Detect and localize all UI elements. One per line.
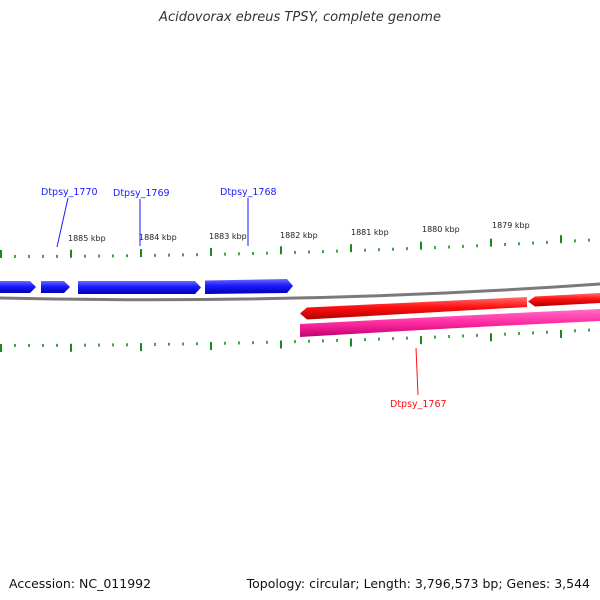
gene-arrow-reverse-2[interactable] [528, 293, 600, 307]
gene-arrow-forward-3[interactable] [78, 281, 201, 294]
gene-arrow-forward-4[interactable] [205, 279, 293, 294]
gene-label-dtpsy-1770[interactable]: Dtpsy_1770 [41, 187, 98, 198]
scale-label-1884: 1884 kbp [139, 233, 177, 242]
scale-label-1885: 1885 kbp [68, 234, 106, 243]
scale-label-1881: 1881 kbp [351, 228, 389, 237]
rna-feature-reverse[interactable] [300, 309, 600, 337]
gene-arrow-forward-1[interactable] [0, 281, 36, 293]
accession-text: Accession: NC_011992 [9, 576, 152, 591]
scale-label-1880: 1880 kbp [422, 225, 460, 234]
gene-label-dtpsy-1769[interactable]: Dtpsy_1769 [113, 188, 170, 199]
gene-label-dtpsy-1768[interactable]: Dtpsy_1768 [220, 187, 277, 198]
gene-arrow-reverse-1[interactable] [300, 297, 527, 320]
scale-label-1879: 1879 kbp [492, 221, 530, 230]
gene-label-dtpsy-1767[interactable]: Dtpsy_1767 [390, 399, 447, 410]
tick-marks-lower [0, 328, 590, 352]
gene-arrow-forward-2[interactable] [41, 281, 70, 293]
topology-summary: Topology: circular; Length: 3,796,573 bp… [246, 576, 590, 591]
map-title: Acidovorax ebreus TPSY, complete genome [159, 10, 441, 25]
scale-label-1883: 1883 kbp [209, 232, 247, 241]
scale-label-1882: 1882 kbp [280, 231, 318, 240]
genome-backbone [0, 282, 600, 302]
leader-line-dtpsy-1770 [56, 197, 69, 248]
tick-marks-upper [0, 235, 590, 258]
leader-line-dtpsy-1767 [415, 347, 419, 396]
